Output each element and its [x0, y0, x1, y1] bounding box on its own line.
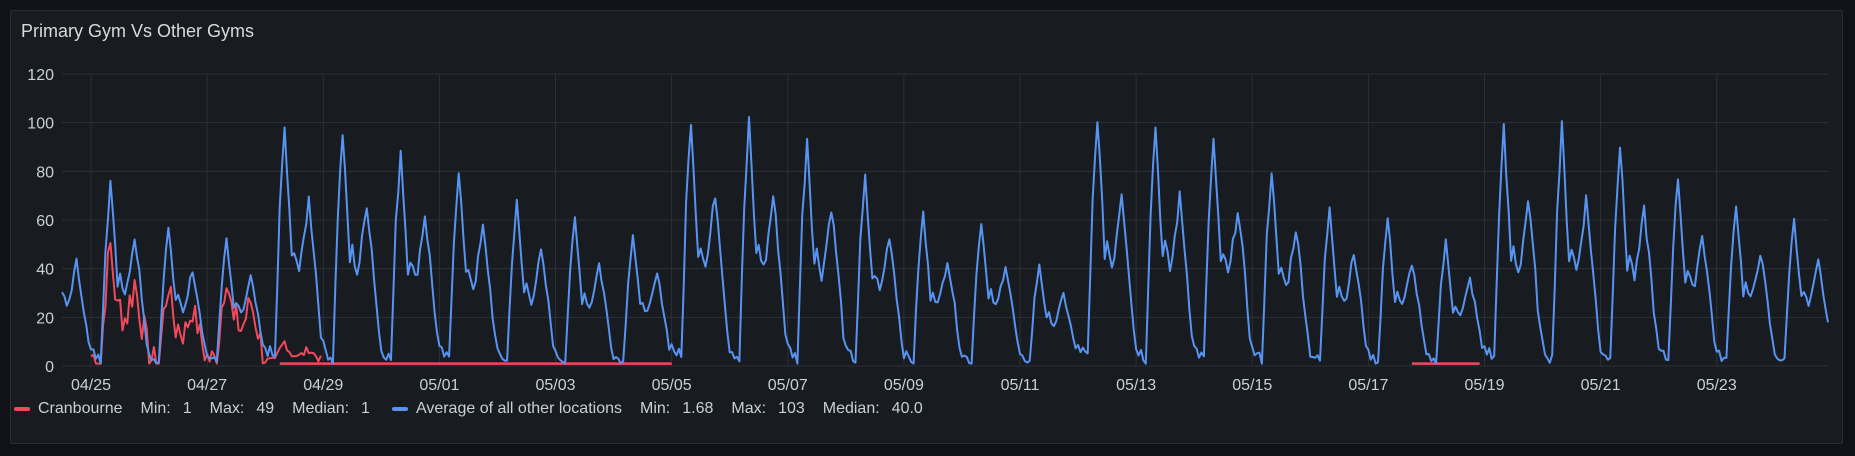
series-line-cranbourne [90, 242, 322, 365]
x-tick-label: 05/17 [1348, 377, 1388, 394]
x-tick-label: 05/19 [1464, 377, 1504, 394]
legend-median-value: 40.0 [891, 400, 923, 417]
x-tick-label: 04/27 [187, 377, 227, 394]
legend-item-cranbourne[interactable]: Cranbourne Min: 1 Max: 49 Median: 1 [14, 400, 370, 418]
legend-min-value: 1.68 [682, 400, 714, 417]
y-tick-label: 40 [36, 262, 54, 279]
legend-max-label: Max: [731, 400, 767, 417]
legend-item-average-others[interactable]: Average of all other locations Min: 1.68… [391, 400, 923, 418]
x-tick-label: 05/15 [1232, 377, 1272, 394]
chart-panel: Primary Gym Vs Other Gyms [10, 10, 1843, 444]
y-tick-label: 60 [36, 213, 54, 230]
x-tick-label: 04/29 [303, 377, 343, 394]
legend-min-label: Min: [140, 400, 171, 417]
x-tick-label: 05/11 [1001, 377, 1040, 394]
legend-median-label: Median: [822, 400, 880, 417]
legend-median-label: Median: [292, 400, 350, 417]
x-tick-label: 05/23 [1697, 377, 1737, 394]
legend-series-name: Average of all other locations [415, 400, 622, 417]
x-tick-label: 05/21 [1581, 377, 1621, 394]
y-tick-label: 120 [27, 67, 54, 84]
legend-max-value: 49 [256, 400, 275, 417]
x-tick-label: 05/13 [1116, 377, 1156, 394]
series-line-average-others [61, 116, 1829, 365]
panel-title: Primary Gym Vs Other Gyms [21, 21, 255, 41]
y-tick-label: 80 [36, 164, 54, 181]
y-tick-label: 20 [36, 310, 54, 327]
y-tick-label: 0 [45, 359, 54, 376]
legend-swatch-average-others [391, 407, 408, 411]
legend-swatch-cranbourne [14, 407, 30, 411]
x-tick-label: 05/03 [535, 377, 575, 394]
x-tick-label: 05/05 [652, 377, 692, 394]
legend-series-name: Cranbourne [38, 400, 123, 417]
x-tick-label: 04/25 [71, 377, 111, 394]
x-tick-label: 05/01 [419, 377, 459, 394]
legend-median-value: 1 [361, 400, 370, 417]
x-tick-label: 05/09 [884, 377, 924, 394]
legend-max-label: Max: [209, 400, 245, 417]
legend-min-value: 1 [182, 400, 192, 417]
x-tick-label: 05/07 [768, 377, 808, 394]
legend-max-value: 103 [778, 400, 805, 417]
chart-legend: Cranbourne Min: 1 Max: 49 Median: 1 Aver… [14, 400, 923, 418]
y-tick-label: 100 [27, 116, 54, 133]
legend-min-label: Min: [640, 400, 671, 417]
